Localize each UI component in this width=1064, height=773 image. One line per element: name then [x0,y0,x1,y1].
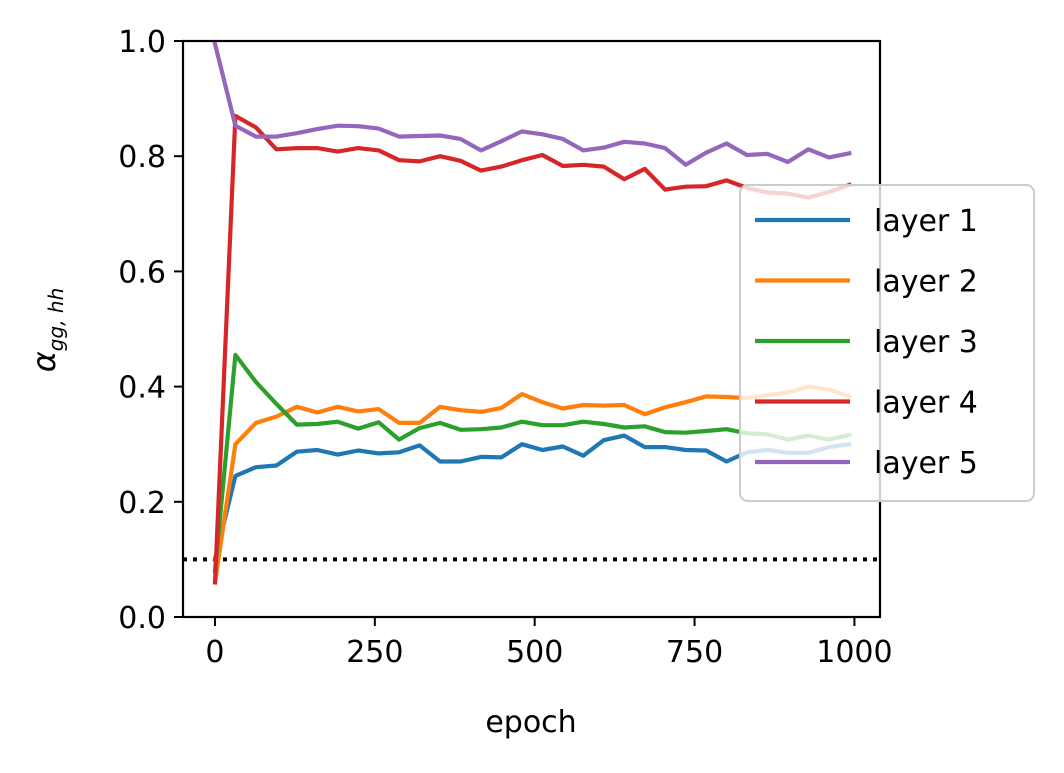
y-tick-label: 0.2 [118,486,166,521]
series-line-layer-5 [212,41,852,167]
legend-label-layer-4: layer 4 [874,386,978,421]
x-axis-label: epoch [485,705,576,740]
y-axis-label-subscript: gg, hh [44,288,68,351]
y-tick-label: 0.0 [118,601,166,636]
x-tick-label: 250 [346,635,403,670]
y-axis-label-symbol: α [25,351,63,372]
y-tick-label: 0.4 [118,371,166,406]
x-tick-label: 750 [666,635,723,670]
legend-label-layer-3: layer 3 [874,325,978,360]
legend-label-layer-5: layer 5 [874,446,978,481]
y-ticks: 0.0 0.2 0.4 0.6 0.8 1.0 [118,25,183,636]
legend-box [739,184,1035,502]
legend-label-layer-2: layer 2 [874,265,978,300]
y-tick-label: 0.8 [118,140,166,175]
x-tick-label: 500 [506,635,563,670]
x-tick-label: 1000 [816,635,892,670]
y-tick-label: 1.0 [118,25,166,60]
y-tick-label: 0.6 [118,255,166,290]
x-ticks: 0 250 500 750 1000 [205,617,893,670]
legend-label-layer-1: layer 1 [874,204,978,239]
x-tick-label: 0 [205,635,224,670]
y-axis-label: αgg, hh [25,288,68,373]
legend: layer 1 layer 2 layer 3 layer 4 layer 5 [739,184,1035,502]
